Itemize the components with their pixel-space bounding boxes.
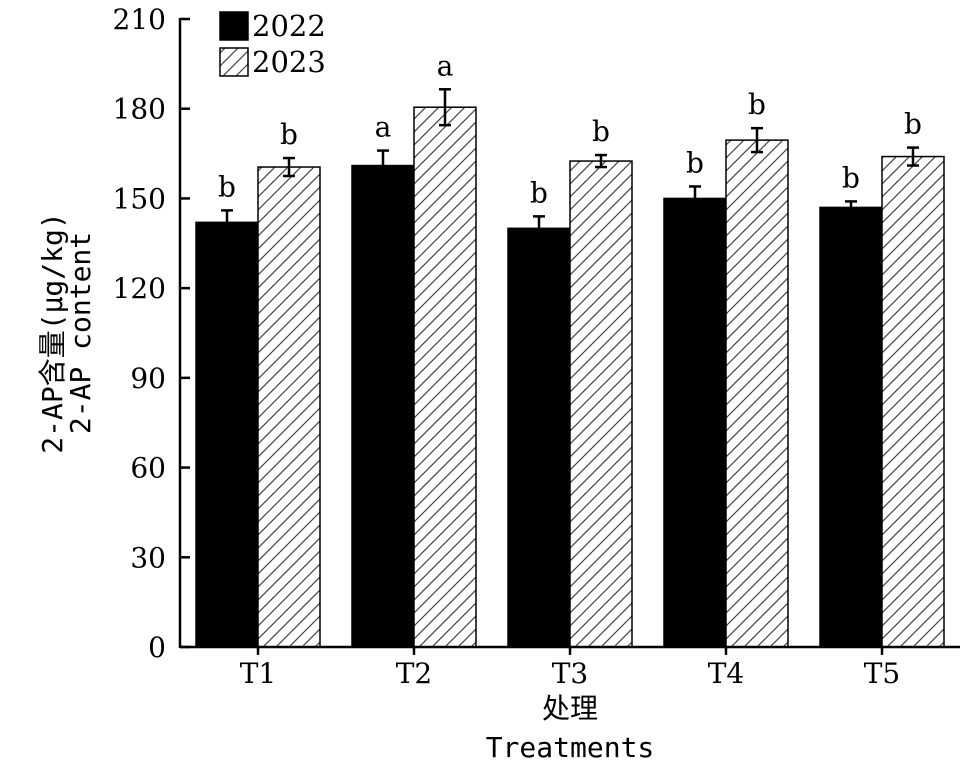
bar-2023-T4: [725, 139, 789, 648]
significance-label-2022-T3: b: [530, 176, 548, 209]
y-axis-title-line2: 2-AP content: [64, 232, 97, 434]
significance-label-2023-T3: b: [592, 115, 610, 148]
significance-label-2022-T5: b: [842, 161, 860, 194]
x-category-label-T2: T2: [396, 657, 433, 690]
bar-2023-T5: [881, 155, 945, 648]
y-tick-label: 0: [148, 631, 166, 664]
y-tick-label: 210: [113, 3, 166, 36]
x-category-label-T1: T1: [240, 657, 277, 690]
bar-2022-T3: [507, 227, 571, 648]
x-category-label-T5: T5: [864, 657, 901, 690]
significance-label-2022-T4: b: [686, 146, 704, 179]
significance-labels-layer: b b a a b b b b b b: [218, 49, 922, 209]
y-tick-label: 90: [130, 362, 166, 395]
legend-label-2022: 2022: [252, 9, 326, 43]
bar-2022-T1: [195, 221, 259, 648]
bar-2023-T2: [413, 106, 477, 648]
significance-label-2023-T4: b: [748, 88, 766, 121]
legend: 2022 2023: [219, 9, 326, 79]
bar-2022-T4: [663, 197, 727, 648]
y-tick-label: 120: [113, 272, 166, 305]
bar-2022-T5: [819, 206, 883, 648]
error-bars-layer: [221, 88, 919, 242]
legend-swatch-2023: [219, 47, 249, 77]
bar-2023-T3: [569, 160, 633, 648]
y-tick-label: 30: [130, 541, 166, 574]
y-tick-label: 60: [130, 452, 166, 485]
x-axis-title-line2: Treatments: [486, 731, 655, 764]
y-tick-label: 180: [113, 93, 166, 126]
x-category-label-T3: T3: [552, 657, 589, 690]
bar-2023-T1: [257, 166, 321, 648]
y-ticks-layer: 0 30 60 90 120 150 180 210: [113, 3, 190, 664]
legend-swatch-2022: [219, 11, 249, 41]
significance-label-2023-T5: b: [904, 108, 922, 141]
x-categories-layer: T1 T2 T3 T4 T5: [240, 647, 901, 690]
y-axis-title: 2-AP含量(μg/kg) 2-AP content: [36, 212, 97, 453]
x-axis-title-line1: 处理: [542, 692, 598, 725]
y-axis-title-line1: 2-AP含量(μg/kg): [36, 212, 69, 453]
x-category-label-T4: T4: [708, 657, 745, 690]
significance-label-2022-T1: b: [218, 170, 236, 203]
significance-label-2023-T1: b: [280, 118, 298, 151]
bar-2022-T2: [351, 164, 415, 648]
significance-label-2022-T2: a: [375, 111, 392, 144]
bars-layer: [195, 106, 945, 648]
significance-label-2023-T2: a: [437, 49, 454, 82]
y-tick-label: 150: [113, 182, 166, 215]
legend-label-2023: 2023: [252, 45, 326, 79]
